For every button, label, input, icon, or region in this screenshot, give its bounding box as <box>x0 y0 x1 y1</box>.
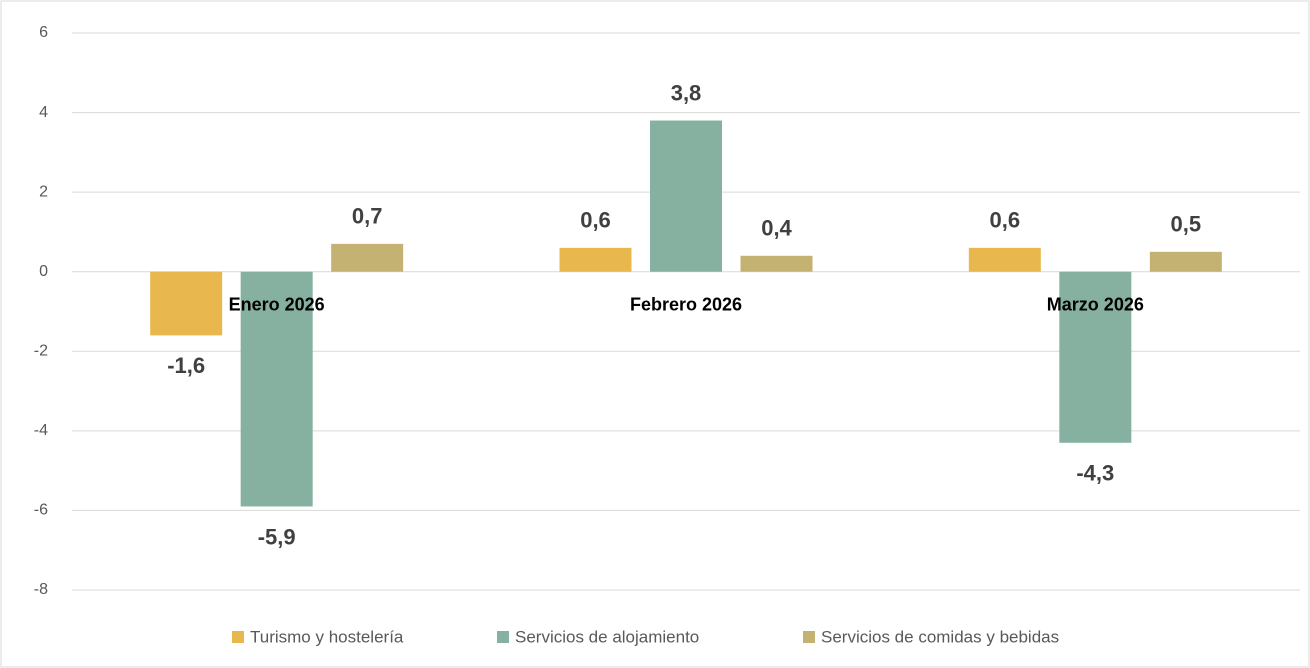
value-label: 0,6 <box>580 208 611 233</box>
value-label: -5,9 <box>258 524 296 549</box>
legend-label: Servicios de comidas y bebidas <box>821 627 1059 646</box>
bar <box>740 255 813 272</box>
bar <box>240 271 313 507</box>
y-tick-label: 0 <box>39 263 48 280</box>
bar <box>968 247 1041 272</box>
x-tick-label: Marzo 2026 <box>1047 294 1144 314</box>
x-tick-label: Febrero 2026 <box>630 294 742 314</box>
legend-swatch <box>497 631 509 643</box>
y-tick-label: -4 <box>34 422 48 439</box>
value-label: -4,3 <box>1076 461 1114 486</box>
value-label: 0,4 <box>761 216 792 241</box>
value-label: 0,5 <box>1171 212 1202 237</box>
y-tick-label: 4 <box>39 104 48 121</box>
legend-label: Turismo y hostelería <box>250 627 404 646</box>
bar <box>331 243 404 272</box>
y-tick-label: -2 <box>34 343 48 360</box>
legend-label: Servicios de alojamiento <box>515 627 699 646</box>
value-label: 0,7 <box>352 204 383 229</box>
y-tick-label: 2 <box>39 183 48 200</box>
value-label: 3,8 <box>671 80 702 105</box>
legend-swatch <box>803 631 815 643</box>
y-tick-label: -6 <box>34 502 48 519</box>
legend-swatch <box>232 631 244 643</box>
value-label: -1,6 <box>167 353 205 378</box>
bar <box>150 271 223 336</box>
y-tick-label: 6 <box>39 24 48 41</box>
bar <box>559 247 632 272</box>
x-tick-label: Enero 2026 <box>229 294 325 314</box>
bar <box>650 120 722 272</box>
bar <box>1149 251 1222 272</box>
y-tick-label: -8 <box>34 581 48 598</box>
bar <box>1059 271 1132 443</box>
value-label: 0,6 <box>990 208 1021 233</box>
